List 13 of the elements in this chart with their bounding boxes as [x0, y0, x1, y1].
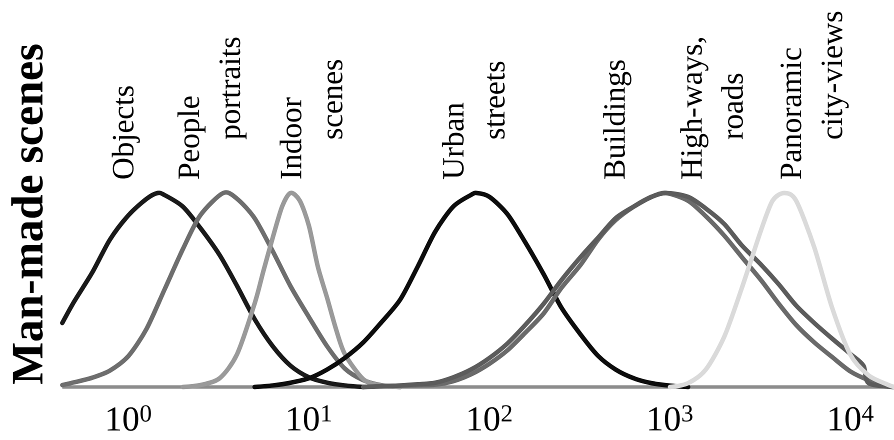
x-tick-label: 10$^{3}$	[649, 405, 692, 431]
y-axis-title: Man-made scenes	[11, 44, 43, 384]
text: Indoor scenes	[280, 60, 342, 179]
text: Objects	[112, 86, 140, 179]
text: Buildings	[603, 60, 632, 179]
text: Panoramic city-views	[780, 12, 849, 179]
text: People portraits	[177, 38, 247, 179]
x-tick-label: 10$^{0}$	[108, 405, 151, 431]
text: High-ways, roads	[680, 38, 743, 179]
x-tick-label: 10$^{1}$	[288, 405, 331, 431]
text: Urban streets	[442, 62, 505, 180]
x-tick-label: 10$^{4}$	[830, 405, 874, 431]
x-tick-label: 10$^{2}$	[468, 405, 512, 431]
